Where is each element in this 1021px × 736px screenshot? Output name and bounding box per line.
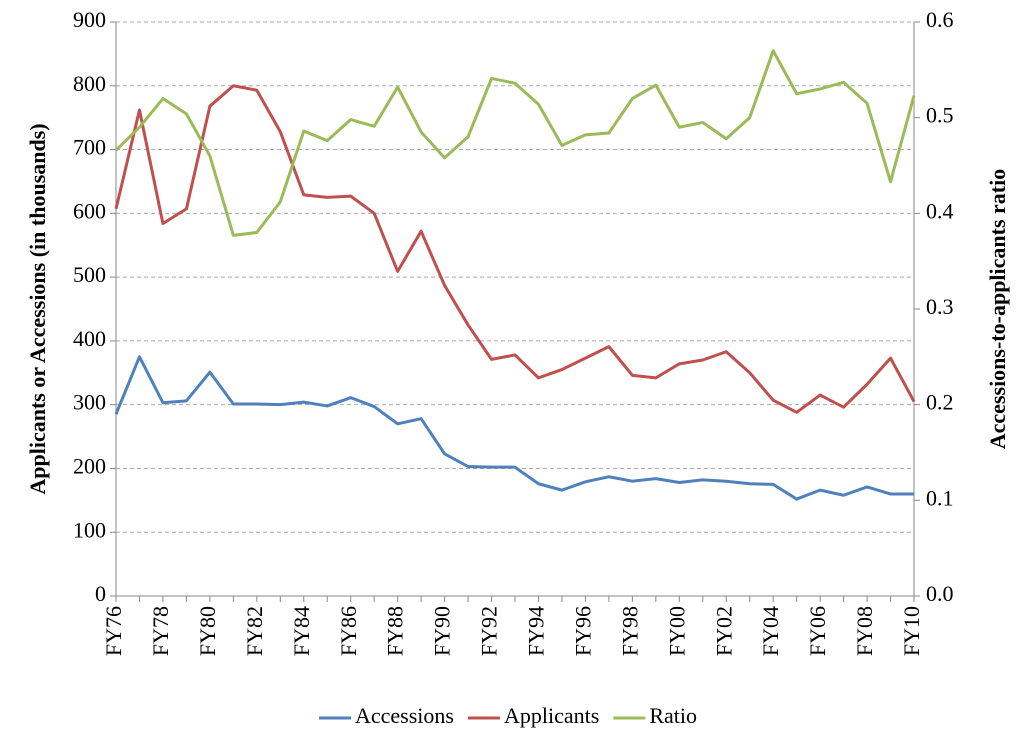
x-tick-label: FY84 [289, 606, 314, 656]
legend-label: Accessions [355, 703, 454, 728]
x-tick-label: FY94 [524, 606, 549, 656]
line-series [114, 84, 916, 414]
y2-tick-label: 0.1 [926, 485, 954, 510]
y2-tick-label: 0.0 [926, 581, 954, 606]
x-tick-label: FY98 [617, 606, 642, 656]
line-series [114, 355, 914, 501]
y-tick-label: 100 [73, 517, 106, 542]
y-tick-label: 800 [73, 71, 106, 96]
x-tick-label: FY00 [664, 606, 689, 656]
y-tick-label: 0 [95, 581, 106, 606]
y-axis-title: Applicants or Accessions (in thousands) [25, 123, 50, 494]
y-tick-label: 300 [73, 390, 106, 415]
y-tick-label: 200 [73, 453, 106, 478]
x-tick-label: FY78 [148, 606, 173, 656]
x-tick-label: FY82 [242, 606, 267, 656]
y2-tick-label: 0.3 [926, 294, 954, 319]
y2-axis-title: Accessions-to-applicants ratio [985, 169, 1010, 449]
x-tick-label: FY80 [195, 606, 220, 656]
x-tick-label: FY08 [852, 606, 877, 656]
y2-tick-label: 0.2 [926, 390, 954, 415]
y2-tick-label: 0.5 [926, 103, 954, 128]
x-tick-label: FY10 [899, 606, 924, 656]
x-tick-label: FY04 [758, 606, 783, 656]
x-tick-label: FY96 [570, 606, 595, 656]
y-tick-label: 900 [73, 7, 106, 32]
legend-label: Applicants [504, 703, 599, 728]
x-tick-label: FY02 [711, 606, 736, 656]
y2-tick-label: 0.4 [926, 198, 954, 223]
x-tick-label: FY88 [383, 606, 408, 656]
x-tick-label: FY06 [805, 606, 830, 656]
y-tick-label: 600 [73, 198, 106, 223]
line-series [114, 49, 916, 237]
x-tick-label: FY76 [101, 606, 126, 656]
x-tick-label: FY90 [430, 606, 455, 656]
y-tick-label: 700 [73, 135, 106, 160]
y-tick-label: 500 [73, 262, 106, 287]
y-tick-label: 400 [73, 326, 106, 351]
x-tick-label: FY86 [336, 606, 361, 656]
legend-label: Ratio [649, 703, 697, 728]
x-tick-label: FY92 [477, 606, 502, 656]
y2-tick-label: 0.6 [926, 7, 954, 32]
